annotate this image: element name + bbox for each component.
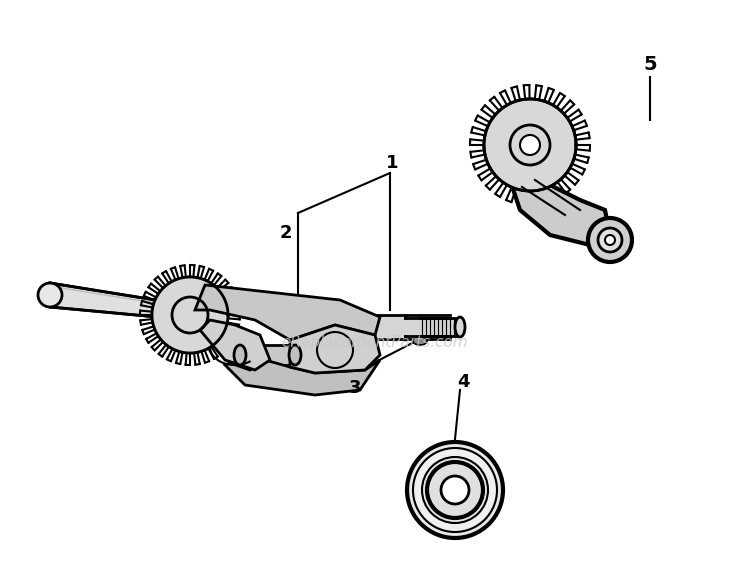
Circle shape: [598, 228, 622, 252]
Polygon shape: [225, 360, 380, 395]
Circle shape: [441, 476, 469, 504]
Ellipse shape: [289, 345, 301, 365]
Circle shape: [422, 457, 488, 523]
Ellipse shape: [455, 317, 465, 337]
Circle shape: [484, 99, 576, 191]
Text: eReplacementParts.com: eReplacementParts.com: [282, 335, 468, 349]
Circle shape: [427, 462, 483, 518]
Ellipse shape: [234, 345, 246, 365]
Text: 4: 4: [457, 373, 470, 391]
Text: 2: 2: [280, 224, 292, 242]
Text: 1: 1: [386, 154, 398, 172]
Ellipse shape: [38, 283, 62, 307]
Circle shape: [413, 448, 497, 532]
Circle shape: [152, 277, 228, 353]
Polygon shape: [200, 320, 270, 370]
Polygon shape: [195, 285, 380, 340]
Circle shape: [407, 442, 503, 538]
Text: 5: 5: [644, 56, 657, 74]
Text: 3: 3: [349, 379, 361, 397]
Circle shape: [520, 135, 540, 155]
Circle shape: [605, 235, 615, 245]
Polygon shape: [510, 163, 610, 245]
Circle shape: [588, 218, 632, 262]
Ellipse shape: [413, 337, 427, 345]
Polygon shape: [290, 325, 380, 373]
